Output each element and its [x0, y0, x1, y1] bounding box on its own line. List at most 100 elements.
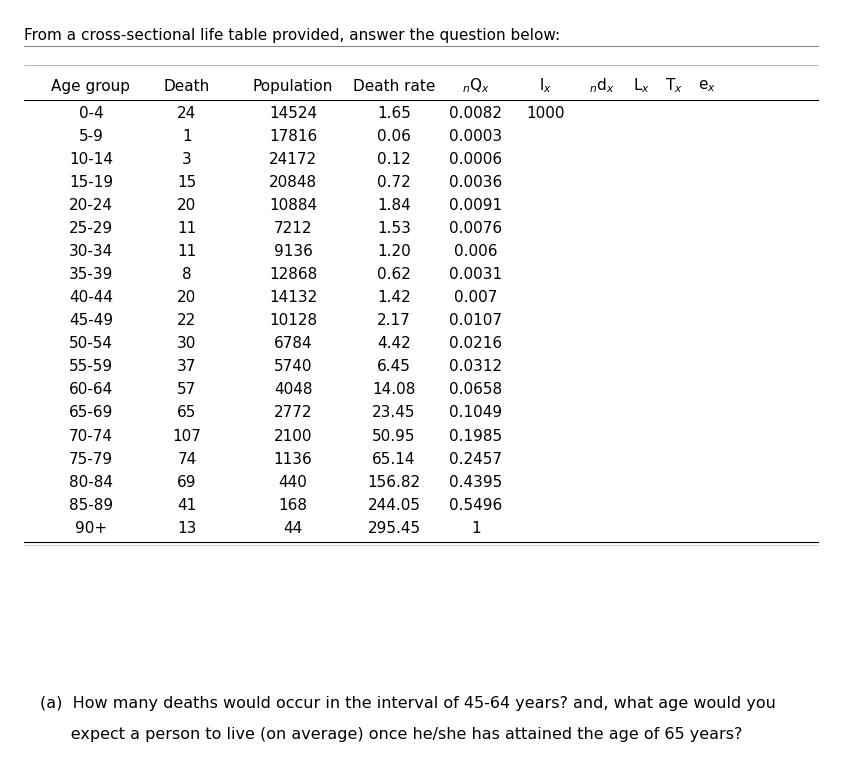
- Text: 57: 57: [178, 382, 196, 398]
- Text: 1: 1: [182, 128, 192, 144]
- Text: 69: 69: [177, 474, 197, 490]
- Text: 17816: 17816: [269, 128, 317, 144]
- Text: 3: 3: [182, 151, 192, 167]
- Text: 0.1049: 0.1049: [449, 405, 503, 421]
- Text: (a)  How many deaths would occur in the interval of 45-64 years? and, what age w: (a) How many deaths would occur in the i…: [40, 696, 776, 711]
- Text: 90+: 90+: [75, 521, 107, 536]
- Text: 0.4395: 0.4395: [449, 474, 503, 490]
- Text: 50-54: 50-54: [69, 336, 113, 351]
- Text: 14132: 14132: [269, 290, 317, 305]
- Text: 20: 20: [178, 198, 196, 213]
- Text: 0.0036: 0.0036: [449, 175, 503, 190]
- Text: 440: 440: [279, 474, 307, 490]
- Text: Population: Population: [253, 78, 333, 94]
- Text: T$_x$: T$_x$: [664, 77, 683, 95]
- Text: 1000: 1000: [526, 105, 565, 121]
- Text: 6.45: 6.45: [377, 359, 411, 375]
- Text: 15: 15: [178, 175, 196, 190]
- Text: e$_x$: e$_x$: [698, 78, 717, 94]
- Text: 12868: 12868: [269, 267, 317, 282]
- Text: 0.0658: 0.0658: [449, 382, 503, 398]
- Text: 35-39: 35-39: [69, 267, 113, 282]
- Text: 14.08: 14.08: [372, 382, 416, 398]
- Text: 10-14: 10-14: [69, 151, 113, 167]
- Text: L$_x$: L$_x$: [633, 77, 650, 95]
- Text: 1.20: 1.20: [377, 244, 411, 259]
- Text: 45-49: 45-49: [69, 313, 113, 328]
- Text: 1.84: 1.84: [377, 198, 411, 213]
- Text: 0.5496: 0.5496: [449, 498, 503, 513]
- Text: From a cross-sectional life table provided, answer the question below:: From a cross-sectional life table provid…: [24, 28, 560, 43]
- Text: 0.0031: 0.0031: [449, 267, 503, 282]
- Text: 80-84: 80-84: [69, 474, 113, 490]
- Text: 5740: 5740: [274, 359, 312, 375]
- Text: 2772: 2772: [274, 405, 312, 421]
- Text: 0.0076: 0.0076: [449, 221, 503, 236]
- Text: 85-89: 85-89: [69, 498, 113, 513]
- Text: 1136: 1136: [274, 451, 312, 467]
- Text: 15-19: 15-19: [69, 175, 113, 190]
- Text: l$_x$: l$_x$: [539, 77, 552, 95]
- Text: 25-29: 25-29: [69, 221, 113, 236]
- Text: 50.95: 50.95: [372, 428, 416, 444]
- Text: 1.42: 1.42: [377, 290, 411, 305]
- Text: 75-79: 75-79: [69, 451, 113, 467]
- Text: 0.0107: 0.0107: [450, 313, 502, 328]
- Text: expect a person to live (on average) once he/she has attained the age of 65 year: expect a person to live (on average) onc…: [40, 727, 743, 742]
- Text: 1.53: 1.53: [377, 221, 411, 236]
- Text: 0.1985: 0.1985: [449, 428, 503, 444]
- Text: 65-69: 65-69: [69, 405, 113, 421]
- Text: 0.06: 0.06: [377, 128, 411, 144]
- Text: 13: 13: [177, 521, 197, 536]
- Text: 0.006: 0.006: [454, 244, 498, 259]
- Text: 295.45: 295.45: [367, 521, 421, 536]
- Text: 11: 11: [178, 221, 196, 236]
- Text: 23.45: 23.45: [372, 405, 416, 421]
- Text: Death rate: Death rate: [353, 78, 435, 94]
- Text: 0.12: 0.12: [377, 151, 411, 167]
- Text: 0-4: 0-4: [78, 105, 104, 121]
- Text: 9136: 9136: [274, 244, 312, 259]
- Text: 55-59: 55-59: [69, 359, 113, 375]
- Text: 2100: 2100: [274, 428, 312, 444]
- Text: 2.17: 2.17: [377, 313, 411, 328]
- Text: 0.0082: 0.0082: [450, 105, 502, 121]
- Text: 20-24: 20-24: [69, 198, 113, 213]
- Text: 0.72: 0.72: [377, 175, 411, 190]
- Text: 60-64: 60-64: [69, 382, 113, 398]
- Text: 30: 30: [177, 336, 197, 351]
- Text: 0.0216: 0.0216: [449, 336, 503, 351]
- Text: 7212: 7212: [274, 221, 312, 236]
- Text: 20848: 20848: [269, 175, 317, 190]
- Text: 244.05: 244.05: [368, 498, 420, 513]
- Text: 1: 1: [471, 521, 481, 536]
- Text: 0.0006: 0.0006: [449, 151, 503, 167]
- Text: 30-34: 30-34: [69, 244, 113, 259]
- Text: 6784: 6784: [274, 336, 312, 351]
- Text: 0.62: 0.62: [377, 267, 411, 282]
- Text: 1.65: 1.65: [377, 105, 411, 121]
- Text: 4048: 4048: [274, 382, 312, 398]
- Text: 8: 8: [182, 267, 192, 282]
- Text: 37: 37: [177, 359, 197, 375]
- Text: 11: 11: [178, 244, 196, 259]
- Text: 107: 107: [173, 428, 201, 444]
- Text: 41: 41: [178, 498, 196, 513]
- Text: 74: 74: [178, 451, 196, 467]
- Text: 168: 168: [279, 498, 307, 513]
- Text: 156.82: 156.82: [367, 474, 421, 490]
- Text: Death: Death: [164, 78, 210, 94]
- Text: 0.0003: 0.0003: [449, 128, 503, 144]
- Text: 4.42: 4.42: [377, 336, 411, 351]
- Text: 22: 22: [178, 313, 196, 328]
- Text: 0.2457: 0.2457: [450, 451, 502, 467]
- Text: 65.14: 65.14: [372, 451, 416, 467]
- Text: 0.007: 0.007: [454, 290, 498, 305]
- Text: 40-44: 40-44: [69, 290, 113, 305]
- Text: 0.0312: 0.0312: [449, 359, 503, 375]
- Text: $_n$Q$_x$: $_n$Q$_x$: [461, 77, 490, 95]
- Text: 10884: 10884: [269, 198, 317, 213]
- Text: 10128: 10128: [269, 313, 317, 328]
- Text: 20: 20: [178, 290, 196, 305]
- Text: $_n$d$_x$: $_n$d$_x$: [589, 77, 615, 95]
